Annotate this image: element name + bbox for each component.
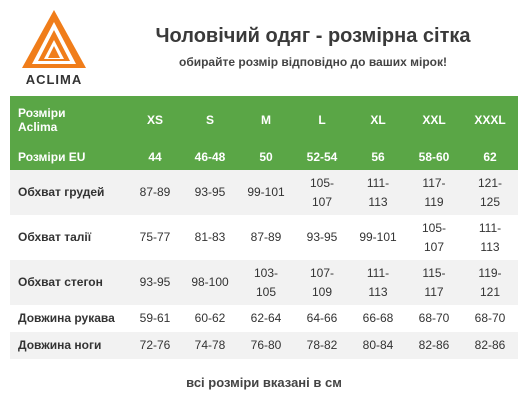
row-label: Обхват стегон (10, 260, 128, 305)
table-cell: 59-61 (139, 311, 171, 325)
table-cell: 121- 125 (462, 170, 518, 215)
table-cell: XXXL (462, 96, 518, 144)
table-cell: 62 (462, 144, 518, 170)
table-cell: 107- 109 (294, 260, 350, 305)
measurement-row: Довжина рукава 59-61 60-62 62-64 64-66 66-68 6… (10, 305, 518, 332)
table-cell: 105- 107 (294, 170, 350, 215)
table-cell: 93-95 (306, 230, 338, 244)
table-cell: 87-89 (128, 170, 182, 215)
table-cell: 68-70 (474, 311, 506, 325)
table-cell: 52-54 (294, 144, 350, 170)
aclima-size-row: Розміри Aclima XS S M L XL XXL XXXL (10, 96, 518, 144)
table-cell: 60-62 (194, 311, 226, 325)
table-cell: 75-77 (139, 230, 171, 244)
table-cell: 93-95 (182, 170, 238, 215)
table-cell: 82-86 (462, 332, 518, 359)
table-cell: 50 (238, 144, 294, 170)
row-label: Довжина ноги (10, 332, 128, 359)
measurement-row: Обхват талії 75-77 81-83 87-89 93-95 99-101 10… (10, 215, 518, 260)
table-cell: XXL (406, 96, 462, 144)
table-cell: XL (350, 96, 406, 144)
table-cell: 87-89 (250, 230, 282, 244)
table-cell: 68-70 (418, 311, 450, 325)
table-cell: 66-68 (362, 311, 394, 325)
table-cell: M (238, 96, 294, 144)
table-cell: 78-82 (294, 332, 350, 359)
table-cell: 62-64 (250, 311, 282, 325)
table-cell: S (182, 96, 238, 144)
table-cell: 64-66 (306, 311, 338, 325)
table-cell: 80-84 (350, 332, 406, 359)
table-cell: 44 (128, 144, 182, 170)
table-cell: 111- 113 (350, 260, 406, 305)
table-cell: XS (128, 96, 182, 144)
table-cell: 82-86 (406, 332, 462, 359)
brand-name: ACLIMA (25, 72, 83, 87)
row-label: Розміри Aclima (10, 96, 128, 144)
aclima-logo: ACLIMA (10, 8, 98, 88)
table-cell: 58-60 (406, 144, 462, 170)
size-chart-table: Розміри Aclima XS S M L XL XXL XXXL Розміри EU 44 4… (10, 96, 518, 359)
table-cell: L (294, 96, 350, 144)
measurement-row: Обхват стегон 93-95 98-100 103- 105 107- 109 11… (10, 260, 518, 305)
table-cell: 72-76 (128, 332, 182, 359)
table-cell: 98-100 (182, 260, 238, 305)
table-cell: 103- 105 (238, 260, 294, 305)
page-subtitle: обирайте розмір відповідно до ваших міро… (178, 55, 447, 69)
measurement-row: Обхват грудей 87-89 93-95 99-101 105- 107 111-… (10, 170, 518, 215)
mountain-logo-icon (22, 10, 86, 68)
row-label: Розміри EU (10, 144, 128, 170)
row-label: Довжина рукава (18, 311, 115, 325)
table-cell: 56 (350, 144, 406, 170)
table-cell: 99-101 (359, 230, 397, 244)
table-cell: 119- 121 (462, 260, 518, 305)
units-note: всі розміри вказані в см (186, 375, 342, 390)
table-cell: 81-83 (194, 230, 226, 244)
table-cell: 76-80 (238, 332, 294, 359)
table-cell: 111- 113 (350, 170, 406, 215)
table-cell: 105- 107 (421, 220, 447, 254)
table-cell: 93-95 (128, 260, 182, 305)
table-cell: 99-101 (238, 170, 294, 215)
table-cell: 74-78 (182, 332, 238, 359)
eu-size-row: Розміри EU 44 46-48 50 52-54 56 58-60 62 (10, 144, 518, 170)
table-cell: 115- 117 (406, 260, 462, 305)
row-label: Обхват талії (18, 230, 92, 244)
row-label: Обхват грудей (10, 170, 128, 215)
table-cell: 117- 119 (406, 170, 462, 215)
table-cell: 46-48 (182, 144, 238, 170)
table-cell: 111- 113 (478, 220, 502, 254)
measurement-row: Довжина ноги 72-76 74-78 76-80 78-82 80-84 82-… (10, 332, 518, 359)
page-title: Чоловічий одяг - розмірна сітка (155, 25, 471, 47)
